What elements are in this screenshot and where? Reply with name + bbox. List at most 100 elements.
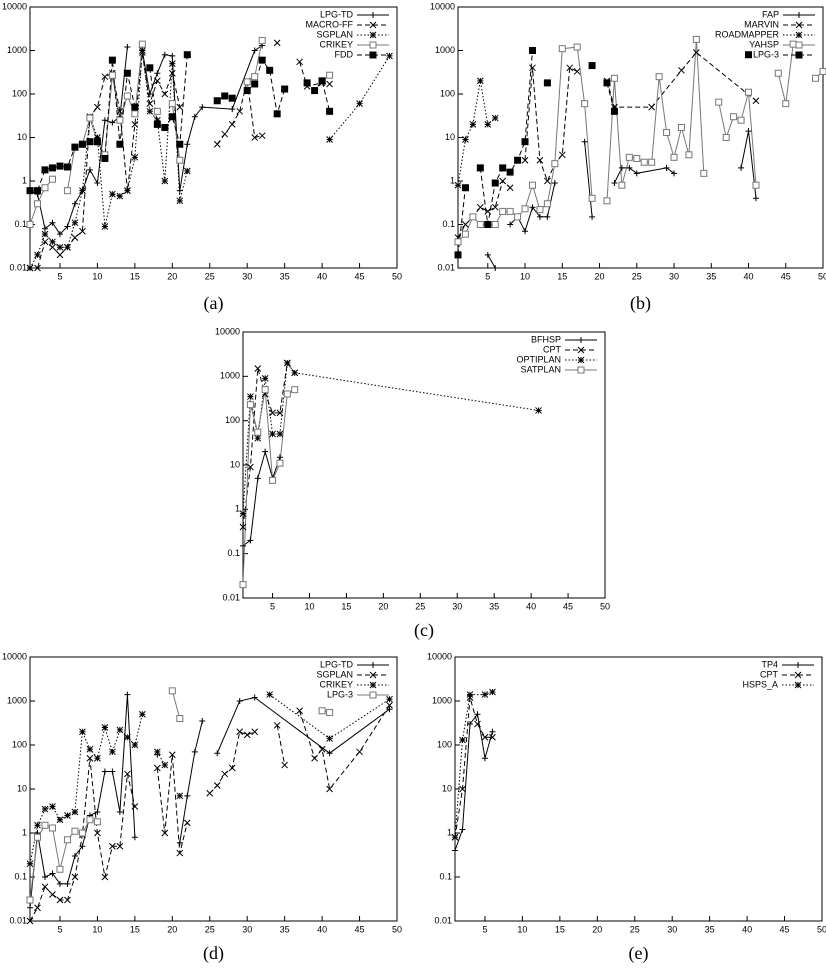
x-tick-label: 10 [92, 924, 102, 934]
marker [146, 64, 154, 72]
marker [693, 49, 700, 56]
marker [386, 706, 393, 713]
marker [481, 733, 489, 741]
marker [161, 51, 168, 58]
x-tick-label: 10 [92, 271, 102, 281]
marker [56, 865, 64, 873]
marker [154, 70, 161, 77]
x-tick-label: 5 [482, 924, 487, 934]
caption: (d) [203, 943, 224, 964]
x-tick-label: 30 [242, 924, 252, 934]
marker [63, 187, 71, 195]
marker [86, 166, 93, 173]
marker [489, 728, 496, 735]
marker [27, 904, 33, 911]
x-tick-label: 50 [600, 601, 610, 611]
y-tick-label: 0.01 [9, 262, 27, 272]
marker [476, 77, 484, 85]
marker [64, 223, 71, 230]
marker [461, 230, 469, 238]
y-tick-label: 0.1 [439, 871, 452, 881]
marker [454, 181, 462, 189]
x-tick-label: 40 [526, 601, 536, 611]
marker [677, 123, 685, 131]
marker [795, 51, 803, 59]
series-line [457, 39, 824, 243]
marker [213, 140, 221, 148]
marker [146, 100, 154, 108]
marker [499, 207, 507, 215]
marker [251, 728, 259, 736]
marker [386, 701, 393, 709]
marker [370, 12, 376, 18]
x-tick-label: 35 [706, 271, 716, 281]
marker [489, 733, 496, 741]
marker [236, 698, 243, 704]
marker [116, 192, 124, 200]
marker [522, 228, 529, 235]
marker [168, 69, 176, 77]
marker [184, 141, 191, 148]
marker [41, 821, 49, 829]
y-tick-label: 1000 [7, 45, 27, 55]
x-tick-label: 40 [317, 271, 327, 281]
marker [529, 64, 536, 72]
marker [161, 123, 169, 131]
series-line [29, 694, 390, 908]
marker [484, 251, 491, 258]
marker [789, 40, 797, 48]
marker [281, 85, 289, 93]
marker [191, 113, 198, 120]
y-tick-label: 1000 [7, 695, 27, 705]
y-tick-label: 10000 [430, 1, 455, 11]
marker [101, 154, 109, 162]
y-tick-label: 10000 [2, 1, 27, 11]
marker [176, 156, 184, 164]
marker [109, 768, 116, 775]
marker [451, 833, 459, 841]
marker [529, 204, 536, 211]
x-tick-label: 5 [57, 271, 62, 281]
marker [499, 177, 507, 185]
marker [86, 745, 94, 753]
caption: (a) [204, 293, 224, 314]
marker [588, 62, 596, 70]
marker [124, 691, 131, 698]
marker [795, 31, 803, 39]
series-line [242, 361, 296, 528]
marker [124, 733, 131, 741]
marker [101, 223, 109, 230]
marker [49, 891, 56, 898]
marker [56, 896, 64, 904]
y-tick-label: 1 [22, 175, 27, 185]
marker [131, 741, 139, 749]
x-tick-label: 20 [592, 924, 602, 934]
legend-label: HSPS_A [742, 679, 778, 689]
marker [318, 77, 326, 85]
marker [124, 187, 131, 195]
marker [56, 880, 63, 887]
y-tick-label: 100 [440, 88, 455, 98]
marker [484, 208, 492, 215]
legend-label: SATPLAN [521, 364, 561, 374]
marker [239, 510, 247, 517]
legend-label: SGPLAN [316, 669, 353, 679]
marker [168, 100, 176, 108]
marker [577, 366, 585, 374]
marker [86, 138, 94, 146]
marker [269, 476, 277, 484]
marker [369, 21, 377, 29]
marker [261, 386, 269, 394]
y-tick-label: 1000 [220, 371, 240, 381]
x-tick-label: 50 [392, 271, 402, 281]
marker [41, 883, 49, 891]
marker [484, 121, 492, 128]
marker [71, 808, 79, 816]
marker [326, 71, 334, 79]
marker [491, 203, 499, 211]
marker [543, 200, 551, 208]
y-tick-label: 1 [22, 827, 27, 837]
marker [452, 847, 458, 854]
y-tick-label: 1 [447, 827, 452, 837]
marker [544, 213, 551, 220]
